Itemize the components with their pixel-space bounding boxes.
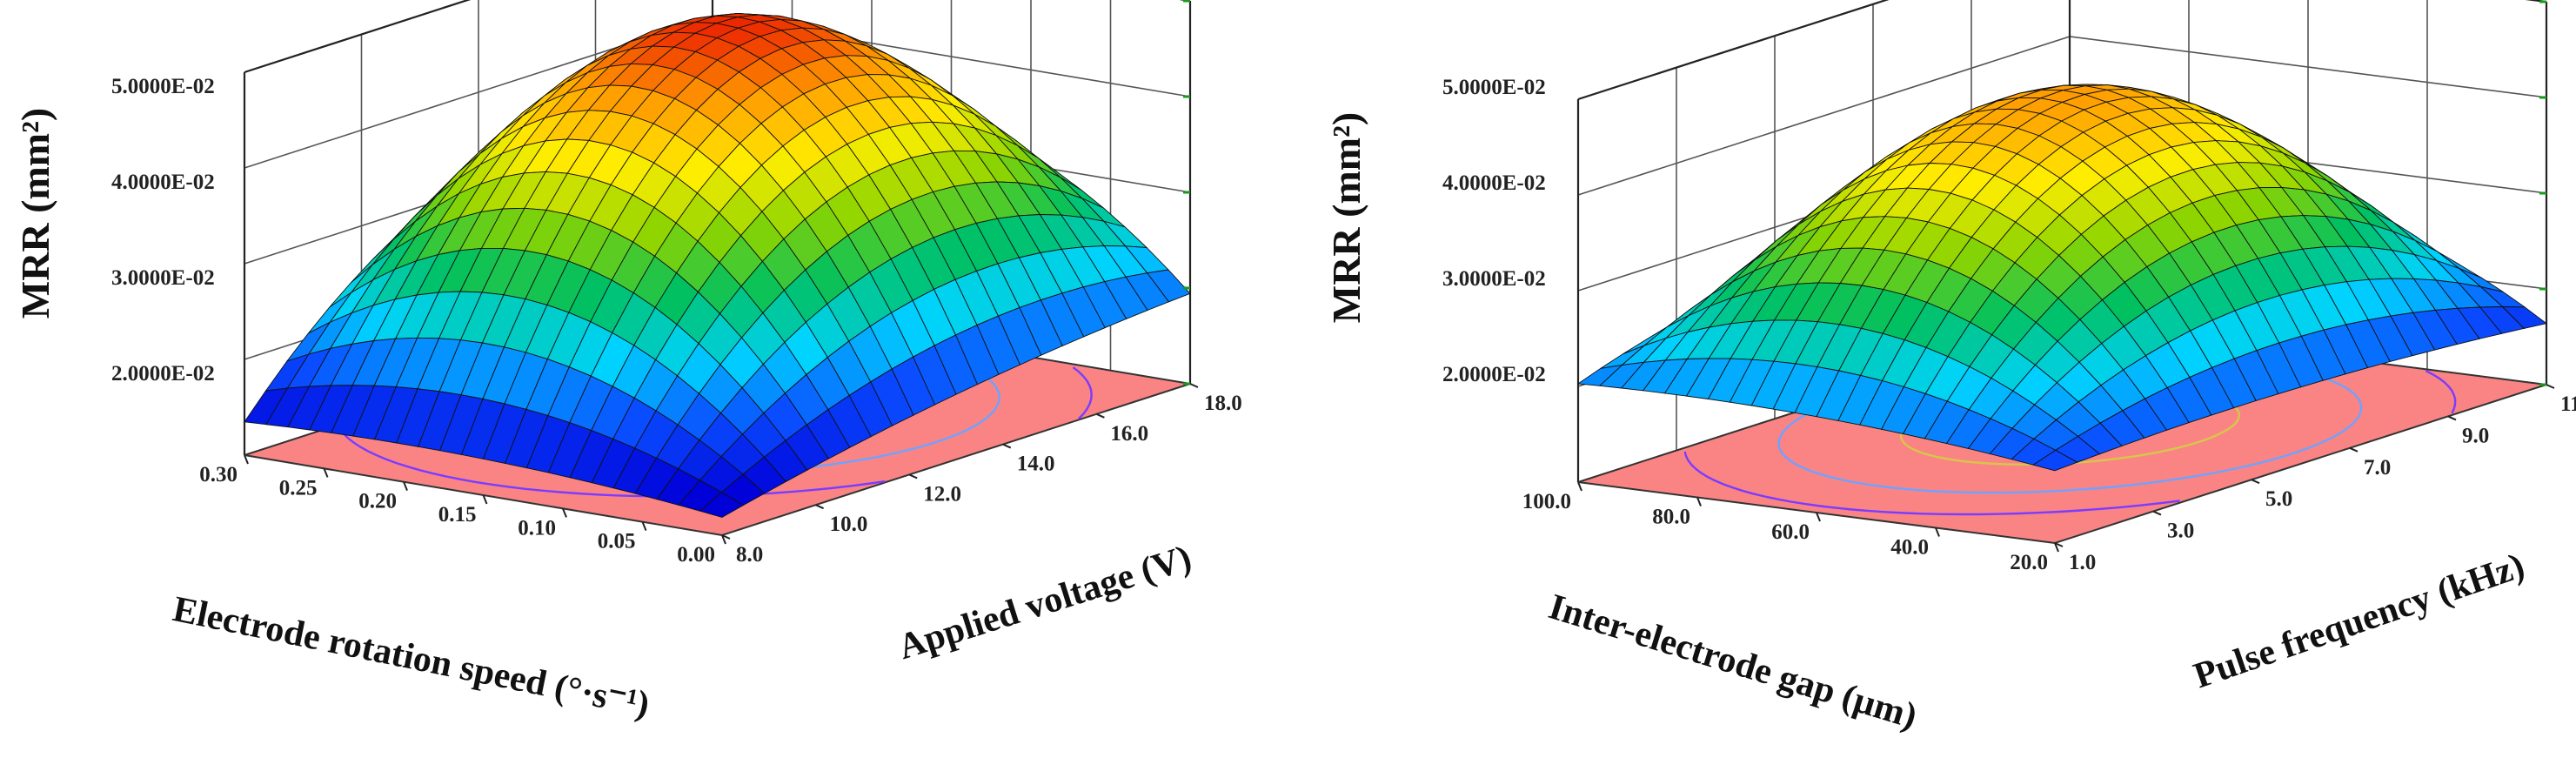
x-tick-mark	[1935, 527, 1940, 537]
x-tick-label: 20.0	[2010, 551, 2048, 574]
wall-gridline	[1577, 0, 2547, 100]
x-tick-mark	[2054, 542, 2059, 553]
y-tick-label: 12.0	[923, 482, 961, 506]
y-tick-label: 5.0	[2265, 487, 2292, 511]
x-tick-label: 0.05	[598, 530, 636, 553]
y-tick-label: 18.0	[1204, 392, 1242, 415]
z-tick-label: 4.0000E-02	[1442, 171, 1546, 195]
x-tick-mark	[323, 467, 329, 478]
y-tick-mark	[1189, 383, 1199, 388]
x-tick-mark	[641, 521, 647, 532]
z-axis: 2.0000E-02 3.0000E-02 4.0000E-02 5.0000E-02…	[13, 0, 1190, 386]
chart-mrr-rotation-voltage: 2.0000E-02 3.0000E-02 4.0000E-02 5.0000E-02…	[13, 0, 1242, 725]
z-tick-label: 4.0000E-02	[111, 171, 215, 194]
y-tick-mark	[1095, 412, 1105, 419]
response-surface	[1576, 84, 2548, 472]
x-tick-label: 60.0	[1771, 520, 1810, 544]
box-edge	[1577, 0, 2547, 101]
y-tick-label: 11.0	[2560, 392, 2576, 416]
y-axis-label: Applied voltage (V)	[893, 538, 1196, 667]
x-tick-label: 0.30	[199, 463, 238, 486]
z-tick-label: 2.0000E-02	[1442, 363, 1546, 386]
z-tick-label: 5.0000E-02	[111, 75, 215, 98]
x-tick-mark	[721, 534, 726, 545]
x-tick-label: 0.20	[358, 490, 397, 513]
x-tick-label: 0.10	[518, 516, 556, 540]
x-tick-mark	[1816, 512, 1821, 522]
y-tick-mark	[908, 473, 918, 480]
z-tick-label: 6.0000E-02	[1442, 0, 1546, 3]
box-edge	[244, 0, 1191, 74]
x-tick-label: 80.0	[1652, 506, 1690, 529]
x-tick-mark	[244, 454, 249, 465]
y-tick-mark	[815, 504, 825, 510]
z-axis: 2.0000E-02 3.0000E-02 4.0000E-02 5.0000E-02…	[1324, 0, 2546, 386]
y-tick-label: 3.0	[2167, 520, 2194, 543]
x-tick-mark	[482, 494, 488, 505]
surface-patch	[2032, 449, 2078, 472]
z-tick-label: 3.0000E-02	[1442, 267, 1546, 291]
surface-patch	[699, 492, 745, 518]
z-axis-label: MRR (mm²)	[13, 108, 57, 319]
y-tick-mark	[2054, 542, 2064, 547]
z-axis-label: MRR (mm²)	[1324, 112, 1368, 323]
x-tick-mark	[562, 507, 567, 518]
z-tick-label: 3.0000E-02	[111, 266, 215, 290]
x-tick-label: 100.0	[1522, 490, 1571, 513]
y-tick-label: 14.0	[1017, 453, 1055, 476]
x-tick-mark	[1577, 481, 1582, 492]
y-tick-label: 8.0	[736, 543, 763, 567]
y-tick-label: 10.0	[830, 513, 868, 536]
z-tick-label: 6.0000E-02	[111, 0, 215, 3]
x-tick-mark	[1696, 497, 1702, 506]
z-tick-label: 5.0000E-02	[1442, 76, 1546, 99]
y-tick-label: 7.0	[2364, 456, 2391, 480]
y-tick-label: 9.0	[2462, 424, 2489, 447]
y-tick-mark	[2349, 446, 2359, 453]
x-tick-mark	[403, 481, 408, 492]
y-tick-mark	[721, 534, 731, 540]
y-tick-mark	[2447, 415, 2457, 421]
y-axis-label: Pulse frequency (kHz)	[2189, 546, 2529, 696]
x-tick-label: 0.25	[279, 476, 318, 500]
x-axis-label: Electrode rotation speed (°·s⁻¹)	[170, 589, 652, 725]
x-axis-label: Inter-electrode gap (µm)	[1544, 587, 1922, 736]
x-tick-label: 0.15	[438, 503, 477, 526]
x-tick-label: 0.00	[677, 543, 715, 567]
z-tick-label: 2.0000E-02	[111, 362, 215, 386]
y-tick-mark	[1002, 443, 1012, 449]
y-tick-mark	[2152, 510, 2162, 516]
y-tick-label: 1.0	[2069, 551, 2096, 574]
response-surface	[244, 12, 1191, 518]
y-tick-mark	[2546, 384, 2555, 389]
y-tick-label: 16.0	[1110, 422, 1148, 446]
y-tick-mark	[2251, 479, 2260, 485]
x-tick-label: 40.0	[1890, 536, 1929, 560]
chart-mrr-gap-frequency: 2.0000E-02 3.0000E-02 4.0000E-02 5.0000E-02…	[1324, 0, 2576, 737]
